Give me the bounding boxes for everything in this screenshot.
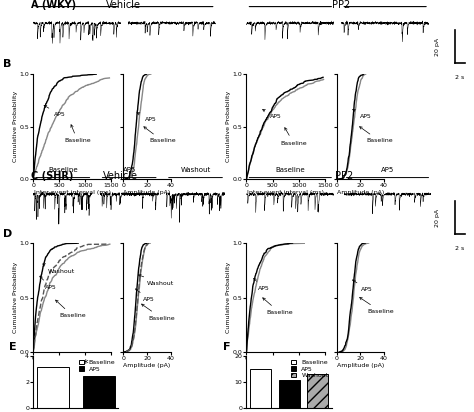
- Text: Vehicle: Vehicle: [106, 0, 141, 10]
- Text: Baseline: Baseline: [360, 297, 394, 314]
- Bar: [250, 369, 271, 408]
- X-axis label: Inter-event interval (ms): Inter-event interval (ms): [247, 363, 324, 368]
- Text: AP5: AP5: [378, 0, 392, 2]
- Text: Baseline: Baseline: [275, 167, 305, 173]
- Text: 20 pA: 20 pA: [435, 209, 440, 227]
- Legend: Baseline, AP5: Baseline, AP5: [79, 360, 115, 372]
- Text: F: F: [223, 342, 230, 352]
- Text: AP5: AP5: [164, 0, 179, 2]
- Bar: [307, 375, 328, 408]
- Text: C (SHR): C (SHR): [31, 171, 73, 181]
- Text: Baseline: Baseline: [55, 300, 86, 318]
- Text: AP5: AP5: [40, 276, 56, 290]
- Y-axis label: Cumulative Probability: Cumulative Probability: [13, 262, 18, 333]
- Text: *: *: [82, 359, 88, 369]
- Legend: Baseline, AP5, Washout: Baseline, AP5, Washout: [292, 360, 328, 378]
- Text: AP5: AP5: [353, 110, 372, 119]
- Text: Washout: Washout: [181, 167, 210, 173]
- Text: Baseline: Baseline: [144, 127, 176, 143]
- Text: Baseline: Baseline: [263, 298, 293, 315]
- Text: Washout: Washout: [43, 264, 75, 274]
- Text: AP5: AP5: [263, 110, 282, 119]
- Text: E: E: [9, 342, 17, 352]
- Text: AP5: AP5: [353, 280, 373, 292]
- X-axis label: Inter-event interval (ms): Inter-event interval (ms): [247, 190, 324, 195]
- Text: PP2: PP2: [335, 171, 353, 181]
- X-axis label: Inter-event interval (ms): Inter-event interval (ms): [34, 363, 111, 368]
- Text: B: B: [3, 59, 12, 69]
- Text: Baseline: Baseline: [64, 125, 91, 143]
- Bar: [37, 367, 69, 408]
- Text: AP5: AP5: [44, 105, 66, 117]
- Text: 20 pA: 20 pA: [435, 38, 440, 56]
- Text: PP2: PP2: [332, 0, 350, 10]
- Text: AP5: AP5: [381, 167, 394, 173]
- Text: AP5: AP5: [254, 279, 270, 291]
- Text: AP5: AP5: [137, 112, 156, 122]
- Text: Baseline: Baseline: [142, 304, 175, 321]
- X-axis label: Amplitude (pA): Amplitude (pA): [123, 190, 171, 195]
- X-axis label: Inter-event interval (ms): Inter-event interval (ms): [34, 190, 111, 195]
- Text: Baseline: Baseline: [274, 0, 307, 2]
- Text: D: D: [3, 229, 13, 239]
- Text: 2 s: 2 s: [455, 246, 465, 250]
- X-axis label: Amplitude (pA): Amplitude (pA): [337, 190, 384, 195]
- Text: Baseline: Baseline: [280, 128, 307, 145]
- Text: AP5: AP5: [136, 289, 155, 302]
- Text: 2 s: 2 s: [455, 75, 465, 80]
- Bar: [279, 379, 300, 408]
- X-axis label: Amplitude (pA): Amplitude (pA): [123, 363, 171, 368]
- X-axis label: Amplitude (pA): Amplitude (pA): [337, 363, 384, 368]
- Text: AP5: AP5: [123, 167, 136, 173]
- Text: Vehicle: Vehicle: [103, 171, 138, 181]
- Bar: [82, 376, 115, 408]
- Text: Washout: Washout: [138, 274, 174, 286]
- Y-axis label: Cumulative Probability: Cumulative Probability: [226, 262, 231, 333]
- Text: A (WKY): A (WKY): [31, 0, 76, 10]
- Text: Baseline: Baseline: [61, 0, 93, 2]
- Text: Baseline: Baseline: [48, 167, 78, 173]
- Text: Baseline: Baseline: [360, 126, 393, 143]
- Y-axis label: Cumulative Probability: Cumulative Probability: [13, 91, 18, 162]
- Y-axis label: Cumulative Probability: Cumulative Probability: [226, 91, 231, 162]
